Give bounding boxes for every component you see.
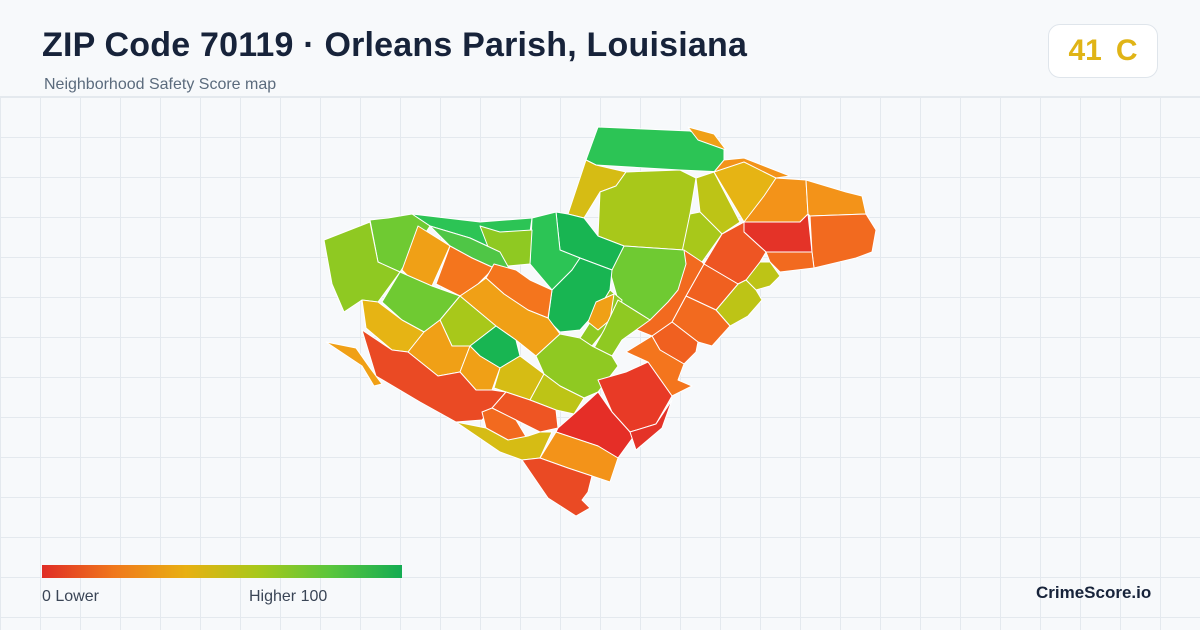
header-band — [0, 0, 1200, 97]
map-region[interactable] — [805, 179, 867, 217]
map-region[interactable] — [625, 335, 693, 397]
map-region[interactable] — [609, 245, 687, 321]
map-region[interactable] — [361, 329, 507, 423]
map-region[interactable] — [687, 126, 727, 151]
map-region[interactable] — [809, 213, 877, 269]
map-region[interactable] — [455, 421, 553, 461]
map-region[interactable] — [521, 457, 593, 517]
map-region[interactable] — [547, 257, 613, 333]
map-region[interactable] — [325, 341, 383, 387]
score-value: 41 — [1068, 34, 1102, 67]
legend-max-label: Higher 100 — [249, 588, 328, 605]
brand-logo-text[interactable]: CrimeScore.io — [1036, 583, 1152, 602]
map-region[interactable] — [765, 251, 815, 273]
map-region[interactable] — [555, 391, 635, 459]
page-title: ZIP Code 70119 · Orleans Parish, Louisia… — [42, 26, 748, 64]
page-subtitle: Neighborhood Safety Score map — [44, 76, 277, 93]
score-badge: 41 C — [1048, 24, 1158, 78]
map-region[interactable] — [629, 399, 673, 451]
legend-min-label: 0 Lower — [42, 588, 99, 605]
legend-gradient-bar — [42, 565, 402, 578]
score-grade: C — [1115, 34, 1138, 67]
map-region[interactable] — [587, 293, 615, 331]
